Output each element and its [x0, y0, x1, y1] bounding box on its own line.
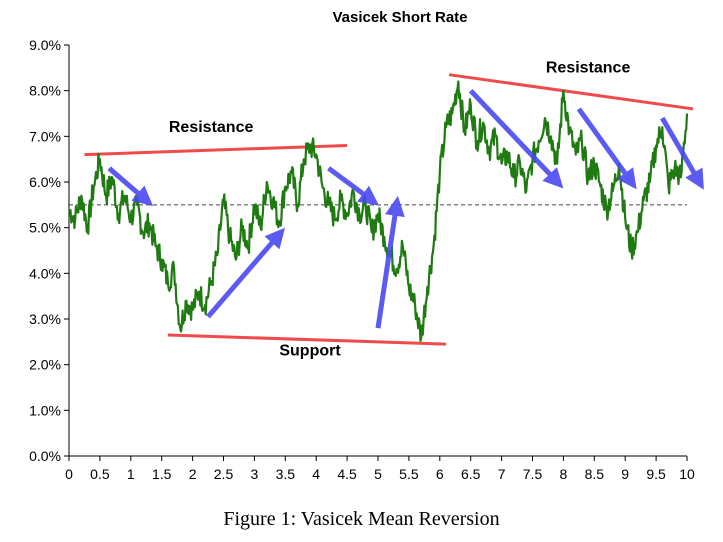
y-tick-label: 5.0%: [29, 220, 61, 236]
trend-arrow: [327, 166, 380, 206]
trend-arrow: [468, 88, 564, 189]
x-tick-label: 8: [560, 466, 568, 482]
y-tick-label: 3.0%: [29, 311, 61, 327]
x-tick-label: 4.5: [337, 466, 357, 482]
chart-title: Vasicek Short Rate: [332, 9, 467, 26]
x-tick-label: 3: [251, 466, 259, 482]
annotation-layer: Resistance Resistance Support: [169, 59, 631, 359]
x-tick-label: 5.5: [399, 466, 419, 482]
x-tick-label: 1.5: [152, 466, 172, 482]
x-tick-label: 1: [127, 466, 135, 482]
trend-arrow: [206, 227, 286, 319]
x-tick-label: 3.5: [276, 466, 296, 482]
figure-caption: Figure 1: Vasicek Mean Reversion: [223, 508, 500, 530]
trend-arrow: [375, 195, 405, 329]
trend-arrow: [660, 116, 704, 190]
y-tick-label: 9.0%: [29, 37, 61, 53]
axes: 0.0% 1.0% 2.0% 3.0% 4.0% 5.0% 6.0% 7.0% 8.0% 9.0%…: [29, 37, 695, 482]
y-tick-label: 6.0%: [29, 174, 61, 190]
arrow-layer: [107, 88, 704, 329]
x-tick-label: 6.5: [461, 466, 481, 482]
resistance-line: [84, 143, 348, 157]
vasicek-chart: Vasicek Short Rate 0.0% 1.0% 2.0% 3.0% 4.0% 5…: [29, 9, 704, 482]
x-tick-label: 6: [436, 466, 444, 482]
trend-arrow: [107, 166, 154, 207]
y-tick-label: 8.0%: [29, 83, 61, 99]
short-rate-series-line: [68, 80, 689, 342]
y-tick-label: 1.0%: [29, 402, 61, 418]
resistance-line: [448, 73, 694, 111]
x-tick-label: 9: [621, 466, 629, 482]
y-tick-label: 4.0%: [29, 265, 61, 281]
x-tick-label: 0.5: [90, 466, 110, 482]
trend-arrow: [576, 107, 637, 190]
resistance-label: Resistance: [169, 119, 254, 136]
y-tick-label: 2.0%: [29, 357, 61, 373]
resistance-label: Resistance: [546, 59, 631, 76]
x-tick-label: 4: [312, 466, 320, 482]
x-tick-label: 10: [679, 466, 695, 482]
x-tick-label: 7: [498, 466, 506, 482]
x-tick-label: 8.5: [585, 466, 605, 482]
series-layer: [68, 80, 689, 342]
x-tick-label: 2.5: [214, 466, 234, 482]
x-tick-label: 7.5: [523, 466, 543, 482]
y-tick-label: 0.0%: [29, 448, 61, 464]
x-tick-label: 5: [374, 466, 382, 482]
x-tick-label: 0: [65, 466, 73, 482]
x-tick-label: 9.5: [646, 466, 666, 482]
trend-line-layer: [84, 73, 694, 346]
support-line: [167, 333, 447, 346]
support-label: Support: [279, 343, 341, 360]
x-tick-label: 2: [189, 466, 197, 482]
y-tick-label: 7.0%: [29, 128, 61, 144]
